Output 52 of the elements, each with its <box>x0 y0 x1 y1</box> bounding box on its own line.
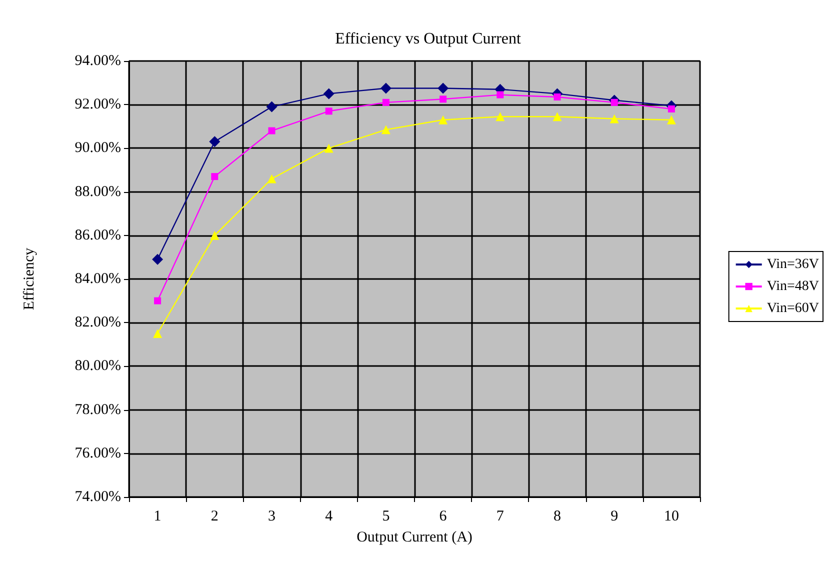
y-tick-label: 88.00% <box>74 184 121 200</box>
point <box>267 174 276 184</box>
y-tick-label: 86.00% <box>74 227 121 244</box>
point <box>266 101 278 112</box>
y-tick-label: 92.00% <box>74 96 121 113</box>
y-tick-label: 76.00% <box>74 445 121 462</box>
point <box>438 82 449 94</box>
point <box>211 173 218 180</box>
x-tick-label: 6 <box>439 508 448 524</box>
legend-label: Vin=48V <box>766 279 820 294</box>
y-tick-label: 80.00% <box>74 358 121 374</box>
point <box>440 96 447 103</box>
point <box>268 127 276 134</box>
point <box>496 112 505 122</box>
point <box>152 254 164 265</box>
legend-label: Vin=36V <box>766 257 820 272</box>
point <box>610 114 619 124</box>
y-tick-label: 90.00% <box>74 140 121 156</box>
point <box>552 112 562 122</box>
y-tick-label: 94.00% <box>74 53 121 69</box>
point <box>325 108 332 115</box>
x-axis-title: Output Current (A) <box>356 530 472 546</box>
point <box>154 297 162 304</box>
chart-title: Efficiency vs Output Current <box>335 30 522 48</box>
point <box>323 88 334 100</box>
point <box>554 93 561 100</box>
point <box>380 82 392 94</box>
point <box>324 144 334 153</box>
x-tick-label: 3 <box>268 508 276 524</box>
legend-label: Vin=60V <box>766 301 820 316</box>
y-tick-label: 74.00% <box>74 489 121 505</box>
y-tick-label: 78.00% <box>74 402 121 418</box>
x-tick-label: 10 <box>664 508 679 524</box>
point <box>153 329 162 338</box>
y-tick-label: 84.00% <box>74 271 121 287</box>
point <box>438 115 448 124</box>
x-tick-label: 9 <box>610 508 618 524</box>
x-tick-label: 5 <box>382 508 390 524</box>
point <box>382 98 390 106</box>
x-tick-label: 2 <box>210 508 218 524</box>
x-tick-label: 4 <box>325 508 334 524</box>
point <box>666 115 676 124</box>
y-tick-label: 82.00% <box>74 314 121 331</box>
x-tick-label: 8 <box>554 508 561 524</box>
x-tick-label: 7 <box>496 508 504 524</box>
point <box>668 105 675 112</box>
x-tick-label: 1 <box>154 508 162 524</box>
point <box>210 230 220 240</box>
y-axis-title: Efficiency <box>22 247 38 310</box>
point <box>381 125 390 134</box>
point <box>209 136 220 148</box>
point <box>496 91 504 98</box>
